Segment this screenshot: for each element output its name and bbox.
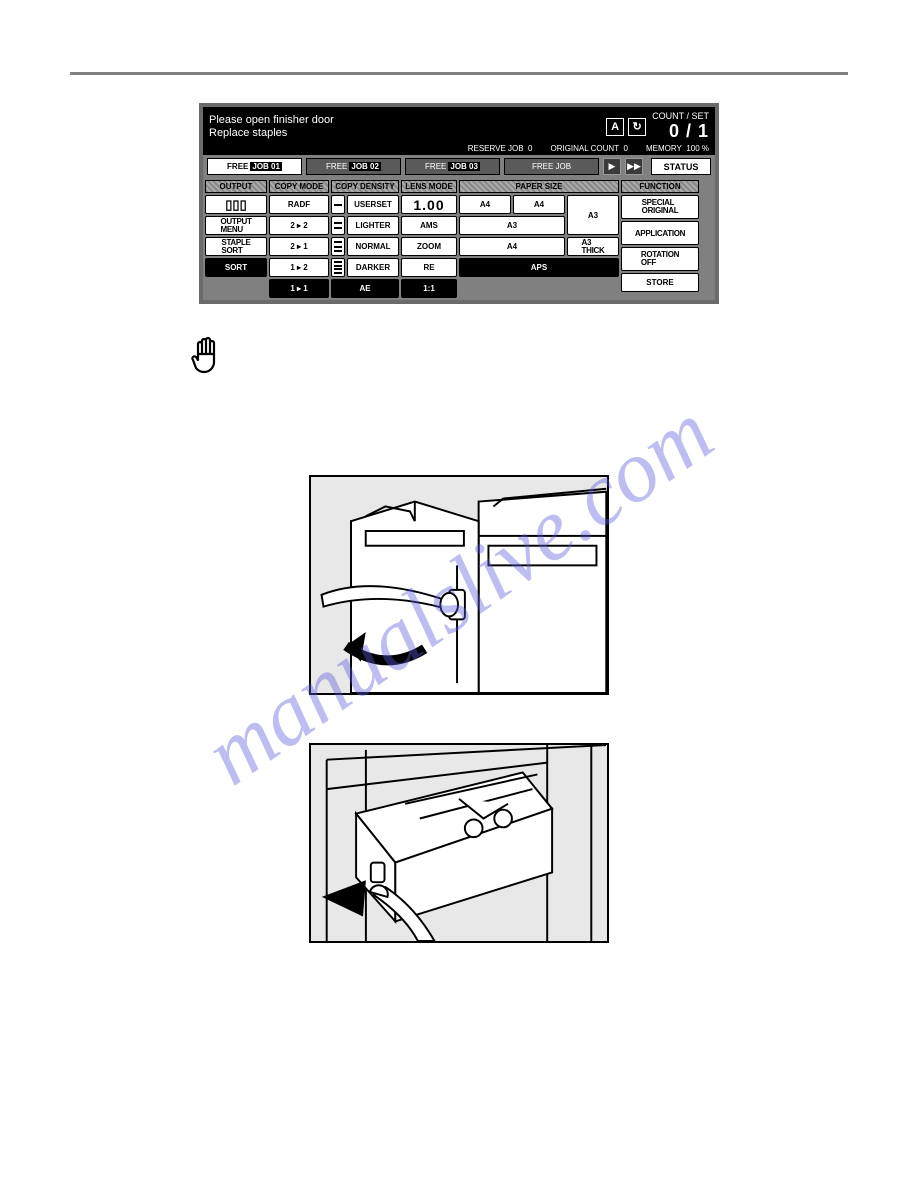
original-count-val: 0 [624,144,628,153]
output-header: OUTPUT [205,180,267,193]
lcd-message-line2: Replace staples [209,127,600,140]
density-column: COPY DENSITY USERSET LIGHTER NORMAL DARK… [331,180,399,298]
paper-a4-3-button[interactable]: A4 [459,237,565,256]
paper-a3-wide-button[interactable]: A3 [459,216,565,235]
output-column: OUTPUT ▯▯▯ OUTPUT MENU STAPLE SORT SORT [205,180,267,298]
radf-button[interactable]: RADF [269,195,329,214]
lcd-settings-grid: OUTPUT ▯▯▯ OUTPUT MENU STAPLE SORT SORT … [203,178,715,300]
special-original-button[interactable]: SPECIAL ORIGINAL [621,195,699,219]
nav-next-button[interactable]: ▶▶ [625,158,643,175]
memory-val: 100 % [686,144,709,153]
count-set-display: COUNT / SET 0 / 1 [652,111,709,142]
lens-header: LENS MODE [401,180,457,193]
staple-sort-button[interactable]: STAPLE SORT [205,237,267,256]
ae-button[interactable]: AE [331,279,399,298]
lcd-mode-icons: A ↻ [606,118,646,136]
darker-button[interactable]: DARKER [347,258,399,277]
recycle-icon: ↻ [628,118,646,136]
rotation-off-button[interactable]: ROTATION OFF [621,247,699,271]
status-button[interactable]: STATUS [651,158,711,175]
density-indicator-icon [331,237,345,256]
stop-hand-icon [190,334,228,387]
copymode-header: COPY MODE [269,180,329,193]
mode-2-1-button[interactable]: 2 ▸ 1 [269,237,329,256]
paper-header: PAPER SIZE [459,180,619,193]
zoom-button[interactable]: ZOOM [401,237,457,256]
function-column: FUNCTION SPECIAL ORIGINAL APPLICATION RO… [621,180,699,298]
tab-job-2[interactable]: FREEJOB 02 [306,158,401,175]
ams-button[interactable]: AMS [401,216,457,235]
tab-job-1[interactable]: FREEJOB 01 [207,158,302,175]
horizontal-rule [70,72,848,75]
illustration-pull-stacker-unit [309,743,609,943]
document-stack-icon: ▯▯▯ [208,196,264,213]
lcd-message-line1: Please open finisher door [209,114,600,127]
re-button[interactable]: RE [401,258,457,277]
job-tabs-row: FREEJOB 01 FREEJOB 02 FREEJOB 03 FREE JO… [203,155,715,178]
illustrations-section [70,334,848,943]
store-button[interactable]: STORE [621,273,699,292]
copier-lcd-panel: Please open finisher door Replace staple… [199,103,719,304]
paper-column: PAPER SIZE A4 A4 A3 A3 A4 A3 THICK APS [459,180,619,298]
paper-a4-2-button[interactable]: A4 [513,195,565,214]
count-value: 0 / 1 [652,121,709,142]
memory-label: MEMORY [646,144,682,153]
lighter-button[interactable]: LIGHTER [347,216,399,235]
reserve-job-label: RESERVE JOB [468,144,524,153]
density-header: COPY DENSITY [331,180,399,193]
lcd-message: Please open finisher door Replace staple… [209,114,600,139]
density-indicator-icon [331,258,345,277]
one-to-one-button[interactable]: 1:1 [401,279,457,298]
count-label: COUNT / SET [652,111,709,121]
paper-a4-1-button[interactable]: A4 [459,195,511,214]
original-count-label: ORIGINAL COUNT [550,144,619,153]
paper-a3-tall-button[interactable]: A3 [567,195,619,235]
paper-a3-thick-button[interactable]: A3 THICK [567,237,619,256]
application-button[interactable]: APPLICATION [621,221,699,245]
tab-job-3[interactable]: FREEJOB 03 [405,158,500,175]
normal-button[interactable]: NORMAL [347,237,399,256]
sort-button[interactable]: SORT [205,258,267,277]
lens-value-display: 1.00 [401,195,457,214]
reserve-job-val: 0 [528,144,532,153]
function-header: FUNCTION [621,180,699,193]
userset-button[interactable]: USERSET [347,195,399,214]
mode-1-1-button[interactable]: 1 ▸ 1 [269,279,329,298]
orientation-a-icon: A [606,118,624,136]
density-indicator-icon [331,195,345,214]
tab-free-job[interactable]: FREE JOB [504,158,599,175]
density-indicator-icon [331,216,345,235]
lcd-header: Please open finisher door Replace staple… [203,107,715,155]
nav-prev-button[interactable]: ▶ [603,158,621,175]
illustration-open-finisher-door [309,475,609,695]
output-menu-button[interactable]: OUTPUT MENU [205,216,267,235]
mode-2-2-button[interactable]: 2 ▸ 2 [269,216,329,235]
mode-1-2-button[interactable]: 1 ▸ 2 [269,258,329,277]
copymode-column: COPY MODE RADF 2 ▸ 2 2 ▸ 1 1 ▸ 2 1 ▸ 1 [269,180,329,298]
output-doc-icon[interactable]: ▯▯▯ [205,195,267,214]
aps-button[interactable]: APS [459,258,619,277]
lens-column: LENS MODE 1.00 AMS ZOOM RE 1:1 [401,180,457,298]
